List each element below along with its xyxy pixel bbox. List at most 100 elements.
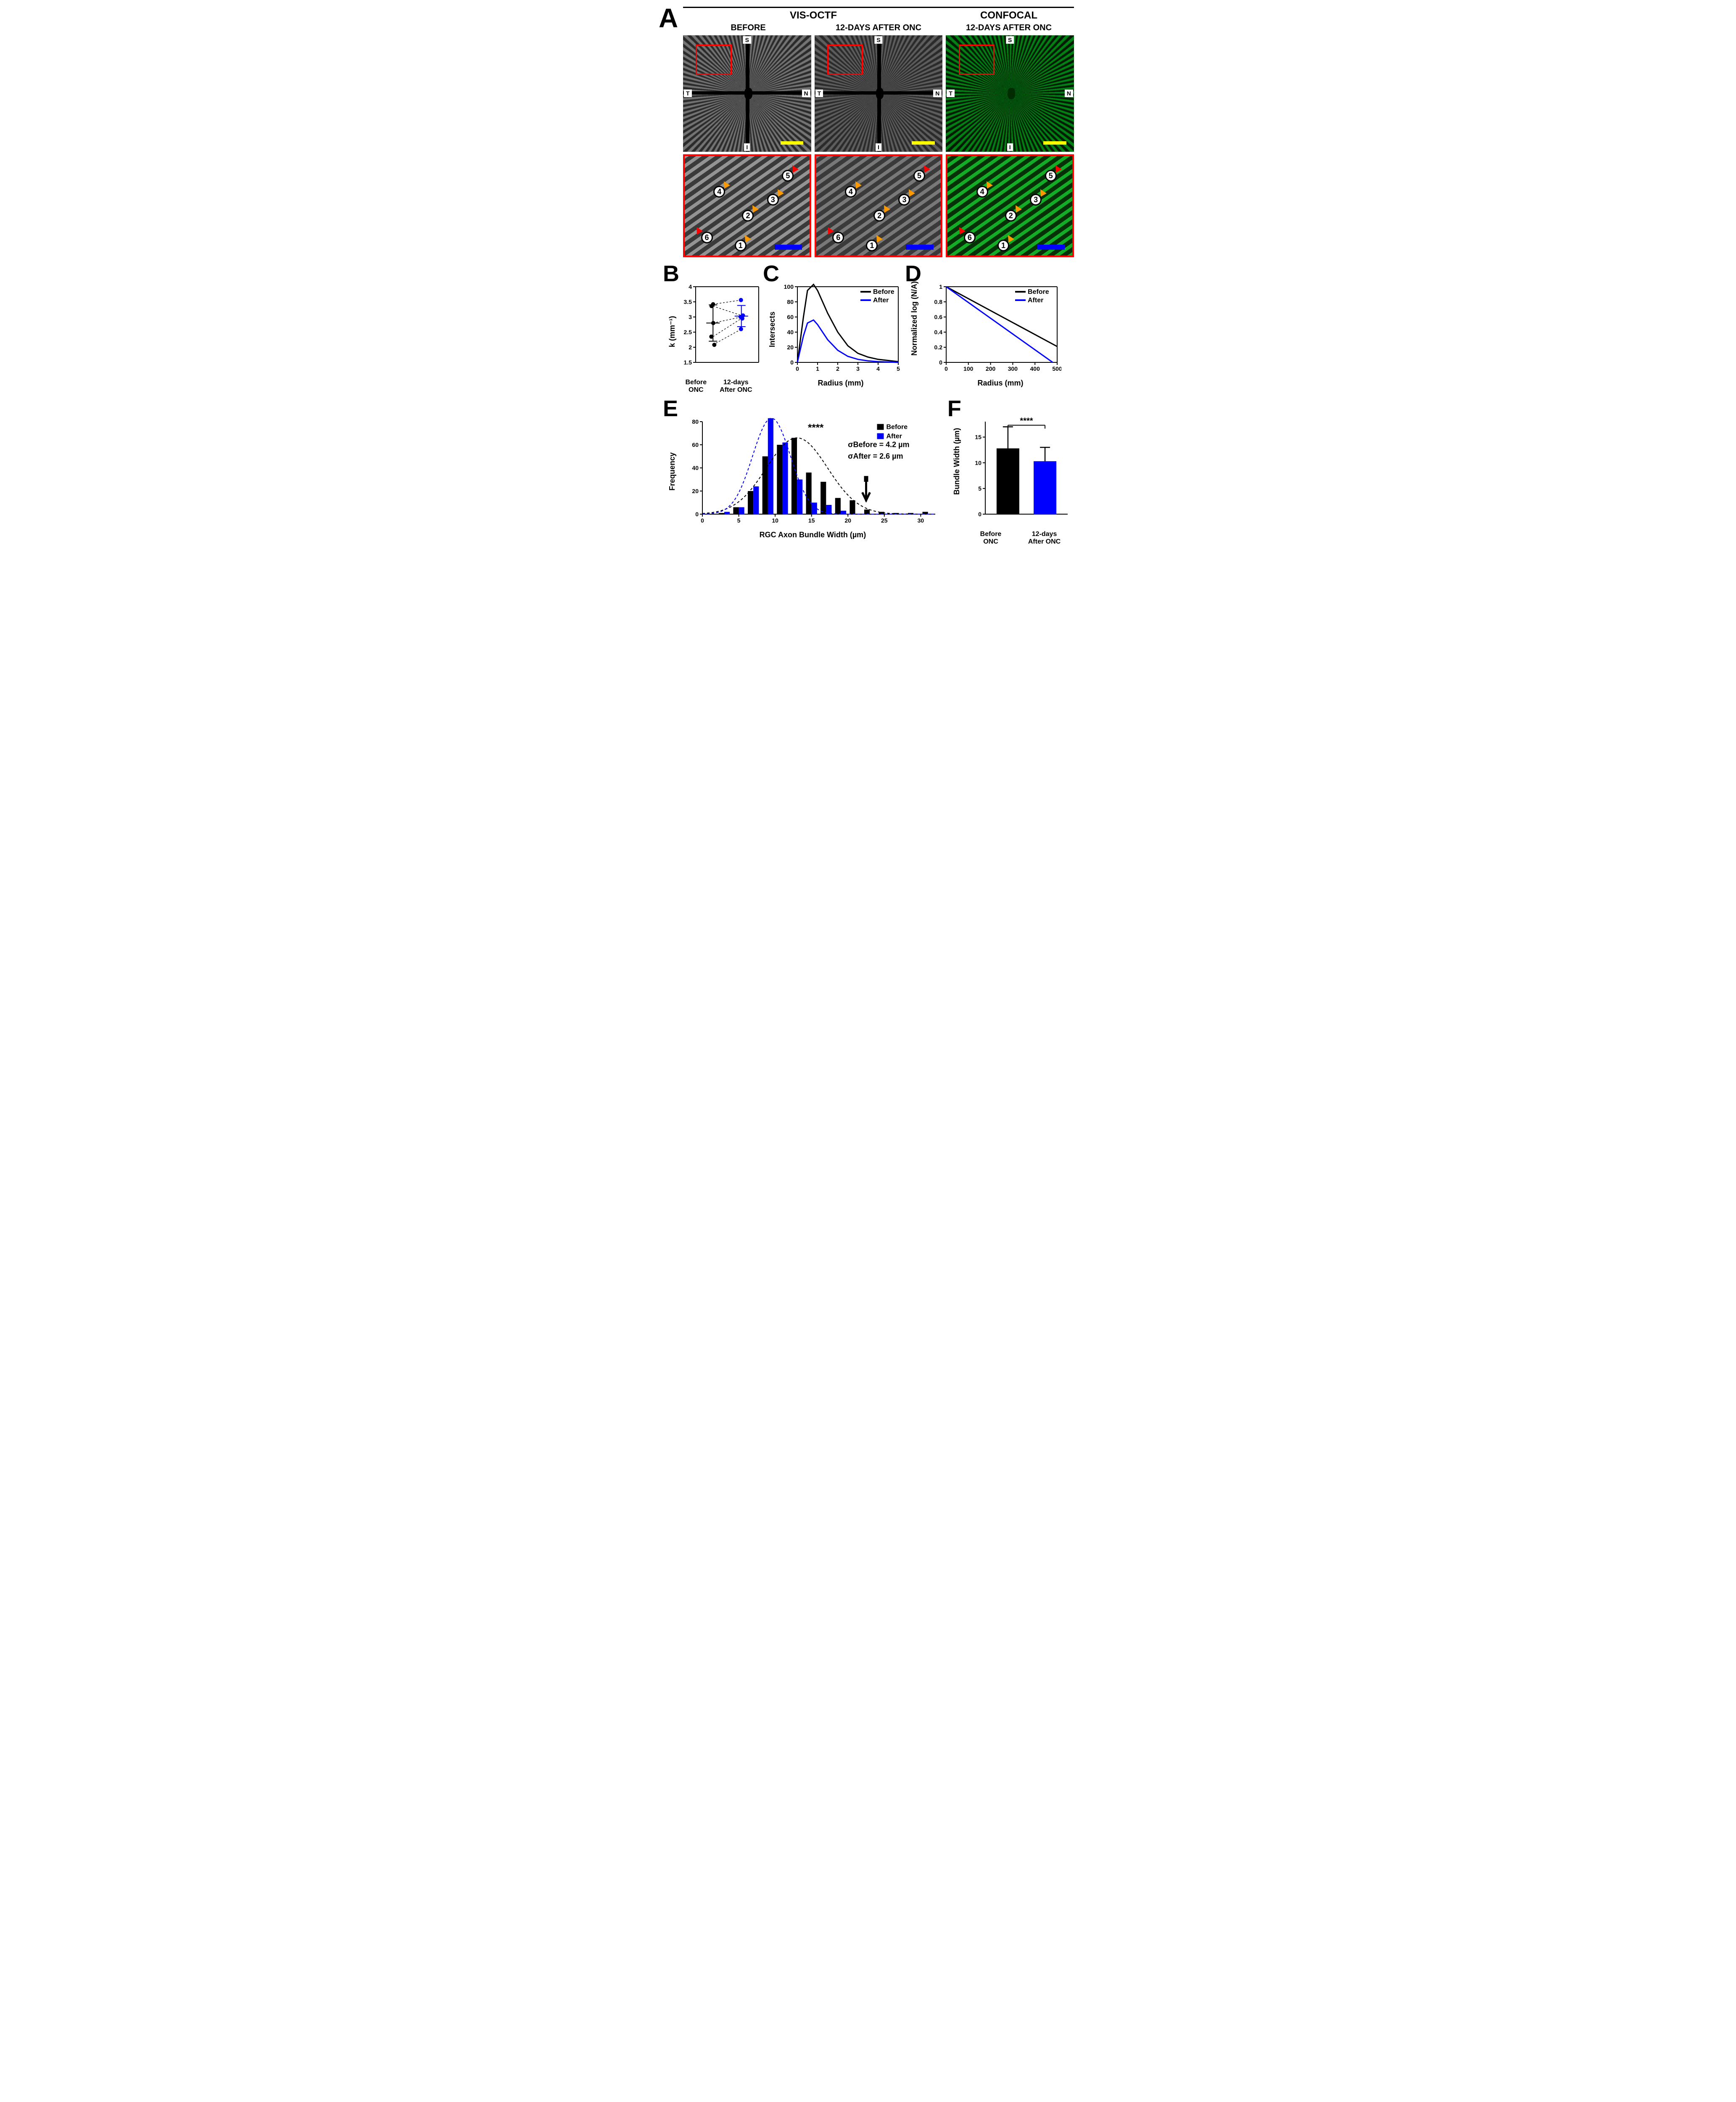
header-confocal-text: CONFOCAL bbox=[980, 10, 1037, 21]
panel-A-zoom-row: 123456 123456 123456 bbox=[683, 154, 1074, 257]
svg-text:4: 4 bbox=[689, 283, 692, 290]
subhead-after-confocal: 12-DAYS AFTER ONC bbox=[944, 23, 1074, 35]
svg-text:40: 40 bbox=[692, 465, 699, 471]
svg-text:0.8: 0.8 bbox=[934, 298, 943, 305]
svg-text:200: 200 bbox=[986, 365, 996, 372]
zoom-after-confocal: 123456 bbox=[946, 154, 1074, 257]
svg-text:5: 5 bbox=[897, 365, 900, 372]
svg-text:0: 0 bbox=[939, 359, 942, 366]
panel-C-ylabel: Intersects bbox=[768, 312, 777, 347]
panel-F-xcats: Before ONC 12-days After ONC bbox=[967, 531, 1074, 546]
svg-text:****: **** bbox=[808, 422, 824, 433]
header-visoctf: VIS-OCTF bbox=[683, 4, 944, 23]
svg-text:10: 10 bbox=[975, 459, 981, 466]
panel-D: D Normalized log (N/A) 01002003004005000… bbox=[904, 263, 1074, 394]
svg-text:4: 4 bbox=[876, 365, 880, 372]
svg-text:1.5: 1.5 bbox=[684, 359, 692, 366]
svg-text:40: 40 bbox=[787, 329, 794, 335]
svg-text:0: 0 bbox=[978, 511, 981, 518]
panel-E-xlabel: RGC Axon Bundle Width (µm) bbox=[683, 531, 942, 539]
svg-text:0: 0 bbox=[945, 365, 948, 372]
panel-E-plot: 051015202530020406080****σBefore = 4.2 µ… bbox=[683, 417, 939, 527]
svg-text:10: 10 bbox=[772, 517, 778, 524]
quad-label-S: S bbox=[743, 36, 751, 44]
marker-6: 6 bbox=[701, 232, 713, 243]
svg-text:100: 100 bbox=[963, 365, 974, 372]
zoom-after-oct: 123456 bbox=[815, 154, 943, 257]
panel-D-xlabel: Radius (mm) bbox=[927, 379, 1074, 388]
panel-E-ylabel: Frequency bbox=[668, 452, 677, 491]
svg-text:After: After bbox=[886, 433, 902, 440]
quad-label-T: T bbox=[684, 90, 692, 97]
svg-text:0: 0 bbox=[790, 359, 794, 366]
panels-BCD-row: B k (mm⁻¹) 1.522.533.54 Before ONC 12-da… bbox=[662, 263, 1074, 394]
svg-text:σBefore = 4.2 µm: σBefore = 4.2 µm bbox=[848, 441, 909, 449]
quad-label-N: N bbox=[802, 90, 810, 97]
svg-text:0: 0 bbox=[701, 517, 704, 524]
svg-text:80: 80 bbox=[787, 298, 794, 305]
quad-label-I: I bbox=[744, 143, 750, 151]
scalebar-blue bbox=[775, 245, 802, 250]
svg-text:0: 0 bbox=[796, 365, 799, 372]
panel-A-top-row: S I T N S I T N bbox=[683, 35, 1074, 152]
svg-text:0.2: 0.2 bbox=[934, 344, 943, 351]
svg-text:After: After bbox=[1028, 297, 1043, 304]
panel-F-plot: 0 5 10 15 **** bbox=[967, 417, 1072, 527]
svg-text:20: 20 bbox=[692, 488, 699, 494]
retina-after-oct: S I T N bbox=[815, 35, 943, 152]
svg-text:Before: Before bbox=[1028, 288, 1049, 296]
svg-text:2: 2 bbox=[689, 344, 692, 351]
svg-text:3: 3 bbox=[856, 365, 860, 372]
svg-text:100: 100 bbox=[784, 283, 794, 290]
panel-B: B k (mm⁻¹) 1.522.533.54 Before ONC 12-da… bbox=[662, 263, 759, 394]
subhead-before: BEFORE bbox=[683, 23, 813, 35]
marker-4: 4 bbox=[845, 186, 857, 198]
svg-text:20: 20 bbox=[844, 517, 851, 524]
svg-text:0.4: 0.4 bbox=[934, 329, 943, 335]
panels-EF-row: E Frequency 051015202530020406080****σBe… bbox=[662, 398, 1074, 546]
svg-text:20: 20 bbox=[787, 344, 794, 351]
panel-F-label: F bbox=[947, 396, 961, 422]
panel-C-label: C bbox=[763, 261, 779, 287]
header-confocal: CONFOCAL bbox=[944, 4, 1074, 23]
svg-text:15: 15 bbox=[808, 517, 815, 524]
panel-A-column-headers: VIS-OCTF CONFOCAL bbox=[683, 4, 1074, 23]
panel-C: C Intersects 012345020406080100BeforeAft… bbox=[762, 263, 901, 394]
panel-D-plot: 010020030040050000.20.40.60.81BeforeAfte… bbox=[927, 283, 1061, 375]
panel-A-subheaders: BEFORE 12-DAYS AFTER ONC 12-DAYS AFTER O… bbox=[683, 23, 1074, 35]
svg-text:25: 25 bbox=[881, 517, 888, 524]
svg-text:5: 5 bbox=[978, 485, 981, 492]
svg-text:15: 15 bbox=[975, 434, 981, 441]
figure-root: A VIS-OCTF CONFOCAL BEFORE 12-DAYS AFTER… bbox=[658, 0, 1078, 550]
panel-E-label: E bbox=[663, 396, 678, 422]
svg-text:1: 1 bbox=[939, 283, 942, 290]
panel-A: A VIS-OCTF CONFOCAL BEFORE 12-DAYS AFTER… bbox=[662, 4, 1074, 257]
retina-before-oct: S I T N bbox=[683, 35, 811, 152]
panel-C-xlabel: Radius (mm) bbox=[781, 379, 901, 388]
panel-F-ylabel: Bundle Width (µm) bbox=[952, 428, 961, 495]
svg-text:30: 30 bbox=[918, 517, 924, 524]
svg-text:2.5: 2.5 bbox=[684, 329, 692, 335]
svg-text:After: After bbox=[873, 297, 889, 304]
panel-C-plot: 012345020406080100BeforeAfter bbox=[781, 283, 902, 375]
retina-after-confocal: S I T N bbox=[946, 35, 1074, 152]
scalebar-yellow bbox=[781, 141, 804, 145]
svg-text:1: 1 bbox=[816, 365, 819, 372]
zoom-before-oct: 123456 bbox=[683, 154, 811, 257]
svg-text:****: **** bbox=[1020, 417, 1033, 426]
header-visoctf-text: VIS-OCTF bbox=[790, 10, 837, 21]
svg-text:3: 3 bbox=[689, 314, 692, 320]
svg-text:0.6: 0.6 bbox=[934, 314, 943, 320]
svg-text:0: 0 bbox=[695, 511, 699, 518]
svg-text:500: 500 bbox=[1052, 365, 1061, 372]
svg-text:80: 80 bbox=[692, 418, 699, 425]
svg-text:σAfter = 2.6 µm: σAfter = 2.6 µm bbox=[848, 452, 903, 460]
svg-text:Before: Before bbox=[886, 424, 908, 431]
svg-text:5: 5 bbox=[737, 517, 741, 524]
svg-text:300: 300 bbox=[1008, 365, 1018, 372]
panel-B-label: B bbox=[663, 261, 679, 287]
marker-1: 1 bbox=[735, 240, 747, 251]
panel-B-xcats: Before ONC 12-days After ONC bbox=[679, 379, 759, 394]
panel-B-plot: 1.522.533.54 bbox=[679, 283, 763, 375]
marker-3: 3 bbox=[767, 194, 779, 206]
